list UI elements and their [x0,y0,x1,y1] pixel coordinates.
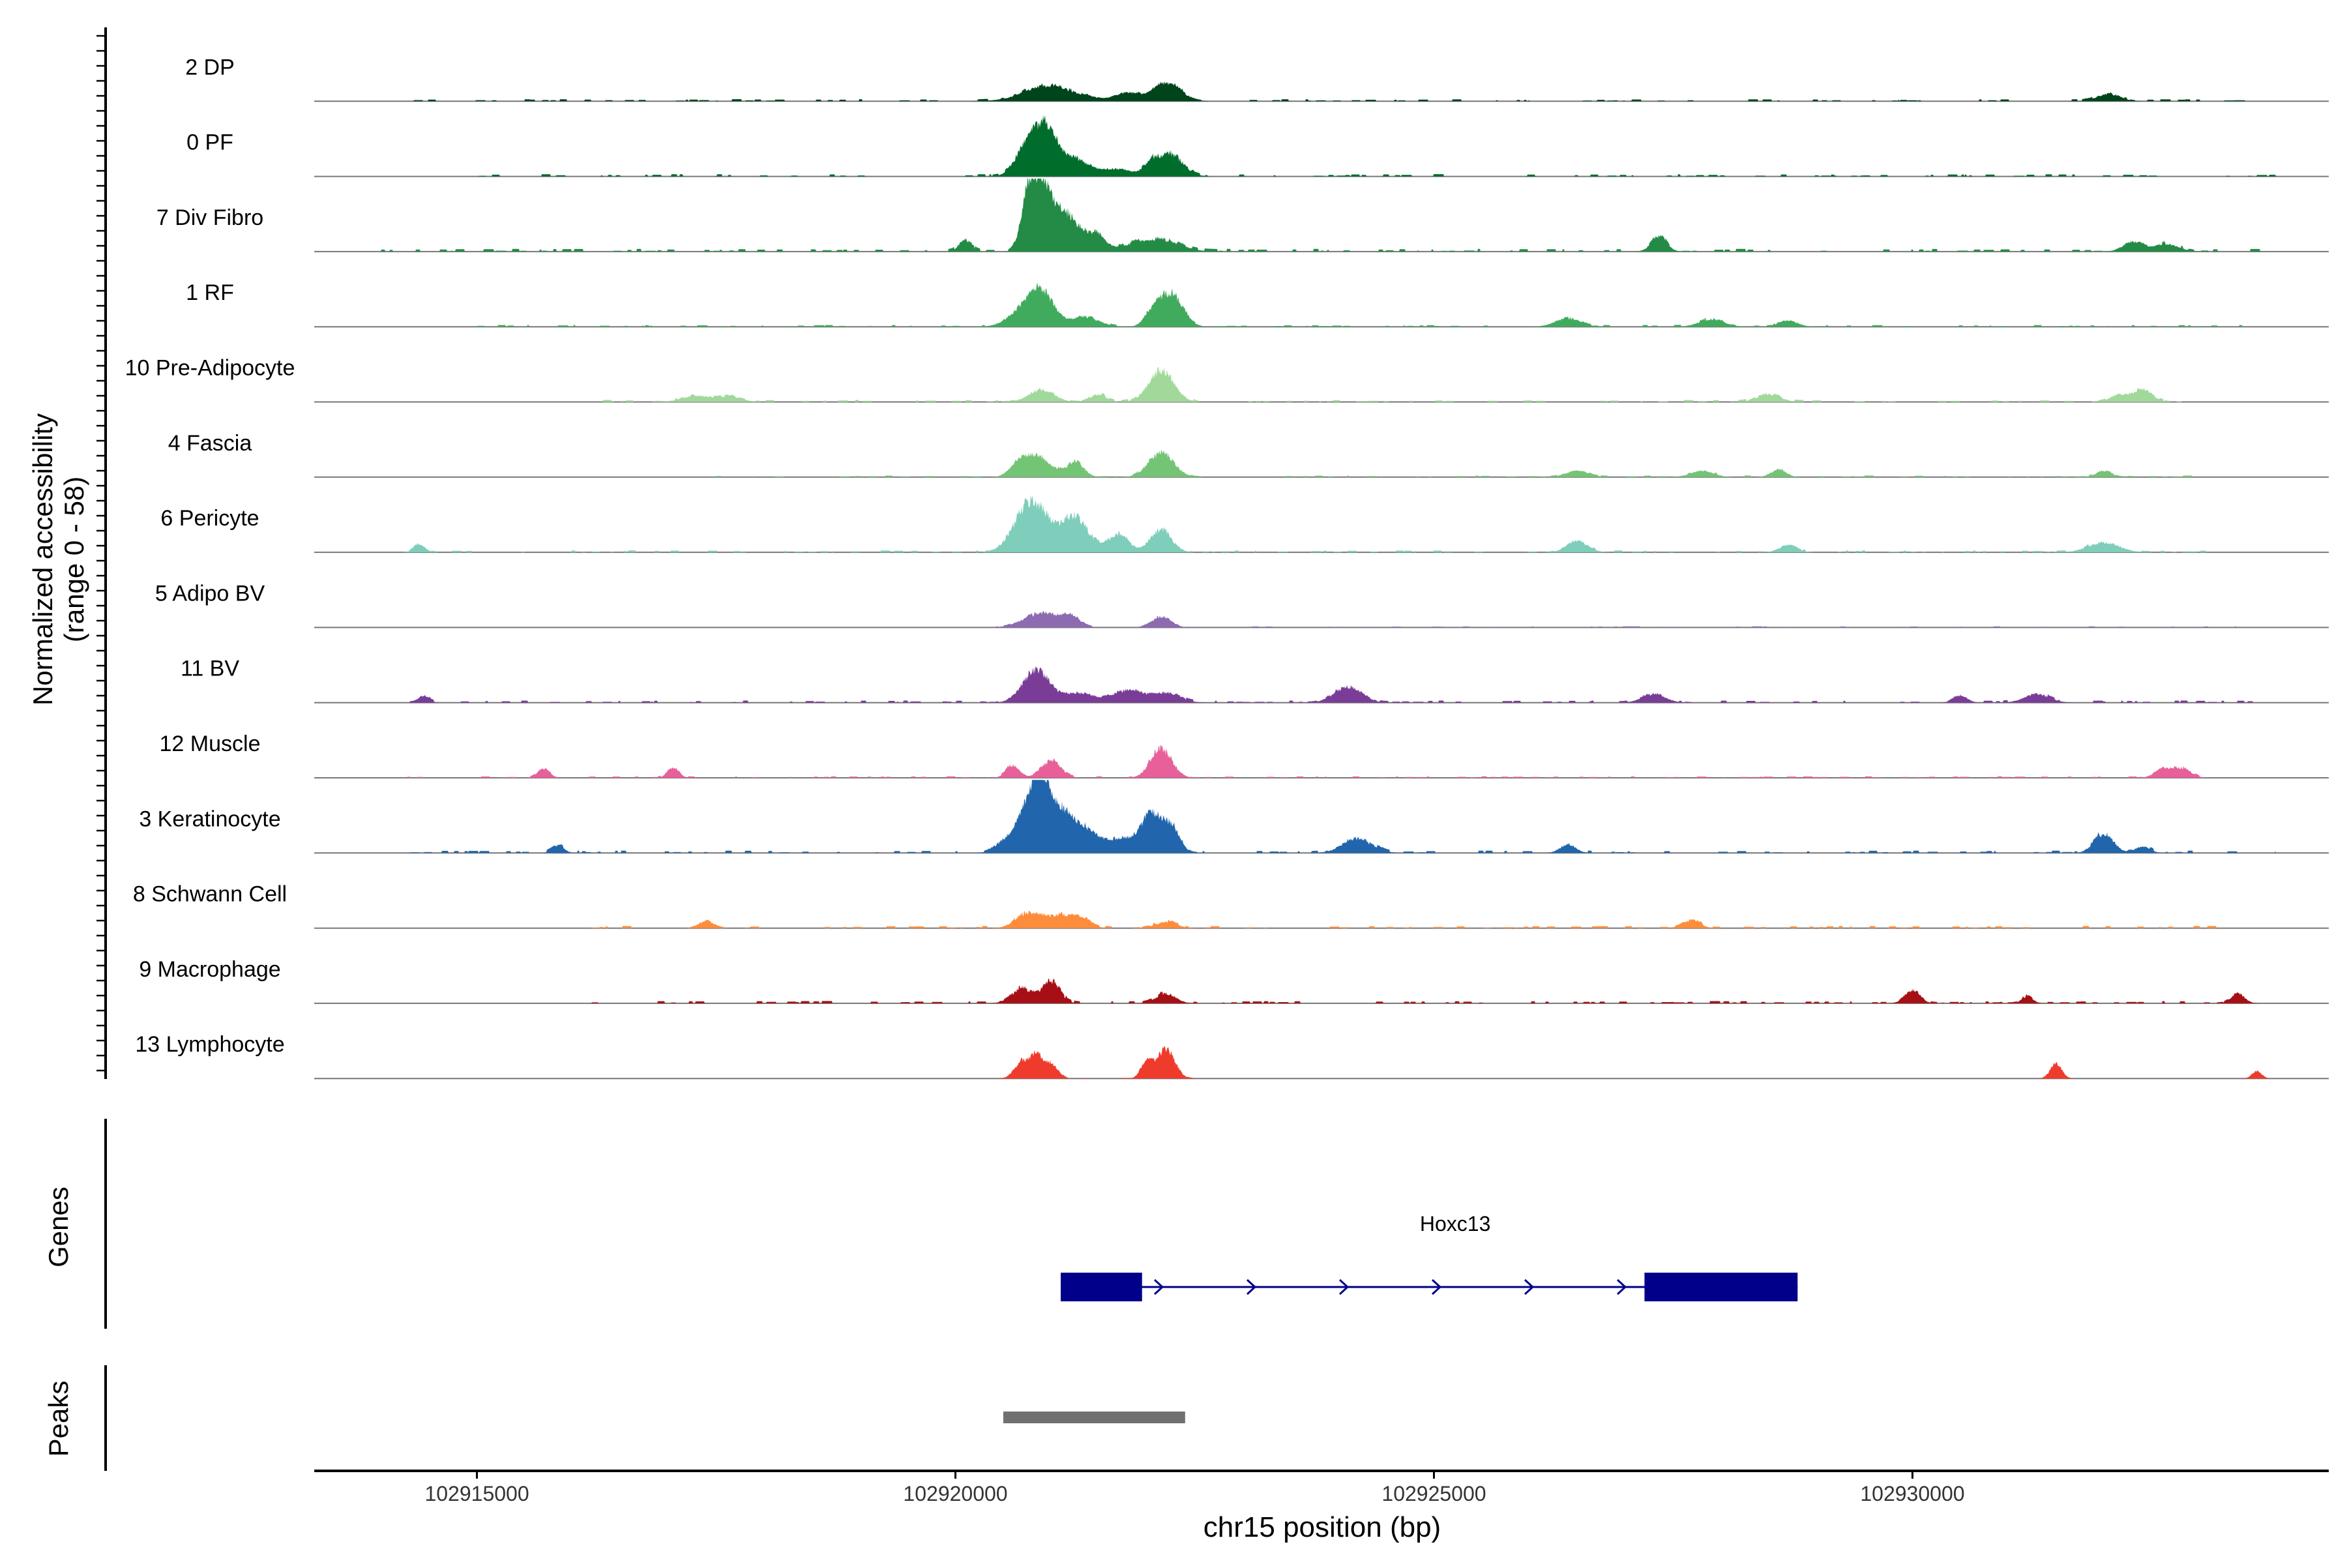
coverage-track: 11 BV [181,657,2329,703]
coverage-area [314,978,2329,1003]
gene-model: Hoxc13 [1060,1212,1798,1301]
coverage-area [314,367,2329,402]
track-label: 4 Fascia [168,431,252,456]
coverage-track: 6 Pericyte [160,494,2329,554]
coverage-track: 13 Lymphocyte [135,1032,2329,1080]
peaks-panel-label: Peaks [43,1381,74,1457]
gene-exon [1644,1273,1798,1301]
track-label: 10 Pre-Adipocyte [125,356,295,381]
strand-arrow [1153,1279,1164,1295]
coverage-area [314,910,2329,928]
coverage-area [314,450,2329,477]
x-axis-label: chr15 position (bp) [1203,1511,1441,1543]
coverage-area [314,780,2329,853]
coverage-area [314,178,2329,252]
coverage-area [314,745,2329,778]
coverage-track: 0 PF [186,115,2329,177]
coverage-area [314,282,2329,327]
x-tick-label: 102930000 [1860,1482,1964,1505]
x-tick-label: 102920000 [903,1482,1007,1505]
coverage-track: 9 Macrophage [139,957,2329,1004]
genes-panel-label: Genes [43,1187,74,1267]
coverage-track: 3 Keratinocyte [139,780,2329,854]
coverage-track: 12 Muscle [160,732,2329,778]
track-label: 11 BV [181,657,239,681]
track-label: 3 Keratinocyte [139,806,280,831]
track-label: 1 RF [186,280,234,305]
track-label: 9 Macrophage [139,957,280,982]
y-axis-label-line1: Normalized accessibility [27,413,58,705]
track-label: 6 Pericyte [160,506,259,531]
strand-arrow [1431,1279,1442,1295]
track-label: 12 Muscle [160,732,261,756]
track-label: 8 Schwann Cell [133,882,287,907]
coverage-area [314,81,2329,102]
left-axis [96,27,107,1079]
coverage-area [314,666,2329,703]
x-tick-label: 102925000 [1381,1482,1486,1505]
track-label: 2 DP [185,55,235,80]
x-tick-label: 102915000 [424,1482,529,1505]
coverage-track: 1 RF [186,280,2329,328]
track-label: 0 PF [186,130,233,155]
peak-region [1003,1412,1185,1423]
coverage-track: 2 DP [185,55,2329,102]
track-label: 7 Div Fibro [156,205,263,230]
strand-arrow [1616,1279,1627,1295]
coverage-tracks: 2 DP 0 PF 7 Div Fibro 1 RF 10 Pre-Adipocyte 4… [125,55,2329,1080]
coverage-area [314,1046,2329,1079]
track-label: 5 Adipo BV [155,581,265,606]
y-axis-label-line2: (range 0 - 58) [59,477,89,642]
gene-exon [1060,1273,1142,1301]
strand-arrow [1524,1279,1535,1295]
coverage-area [314,494,2329,553]
gene-name-label: Hoxc13 [1420,1212,1491,1235]
strand-arrow [1338,1279,1350,1295]
coverage-area [314,611,2329,628]
coverage-track: 8 Schwann Cell [133,882,2329,929]
coverage-area [314,115,2329,177]
coverage-track: 10 Pre-Adipocyte [125,356,2329,403]
coverage-track: 4 Fascia [168,431,2329,478]
strand-arrow [1246,1279,1257,1295]
track-label: 13 Lymphocyte [135,1032,284,1057]
genes-panel: Hoxc13 [104,1119,1798,1329]
coverage-track: 5 Adipo BV [155,581,2329,629]
x-axis: 102915000 102920000 102925000 102930000 [314,1470,2329,1505]
peaks-panel [104,1365,1185,1471]
coverage-track: 7 Div Fibro [156,178,2329,252]
